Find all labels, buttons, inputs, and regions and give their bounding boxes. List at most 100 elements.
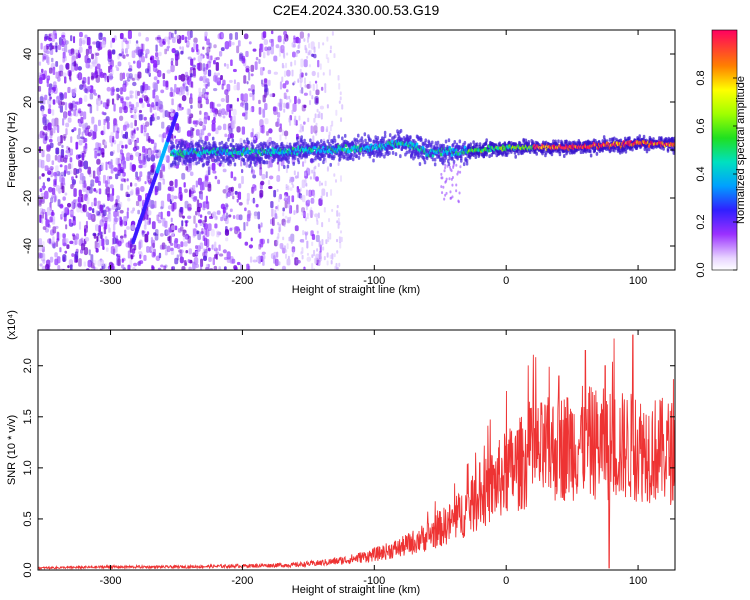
spectrogram-cell	[172, 144, 176, 149]
spectrogram-cell	[589, 149, 592, 154]
spectrogram-cell	[139, 260, 144, 265]
spectrogram-cell	[288, 208, 291, 214]
spectrogram-cell	[153, 248, 156, 257]
spectrogram-cell	[205, 83, 208, 89]
spectrogram-cell	[299, 187, 302, 192]
spectrogram-cell	[211, 244, 214, 250]
spectrogram-cell	[193, 57, 196, 61]
spectrogram-cell	[90, 214, 93, 219]
spectrogram-cell	[258, 99, 261, 105]
spectrogram-cell	[184, 36, 188, 44]
spectrogram-cell	[102, 204, 106, 208]
spectrogram-cell	[98, 32, 103, 41]
spectrogram-cell	[327, 237, 330, 243]
spectrogram-cell	[215, 62, 219, 71]
spectrogram-cell	[171, 32, 174, 38]
spectrogram-cell	[293, 80, 296, 84]
spectrogram-cell	[174, 53, 179, 61]
spectrogram-cell	[317, 72, 320, 78]
spectrogram-cell	[277, 232, 280, 239]
spectrogram-cell	[273, 55, 278, 62]
spectrogram-cell	[110, 136, 113, 141]
spectrogram-cell	[153, 76, 158, 81]
spectrogram-cell	[286, 243, 289, 250]
spectrogram-cell	[104, 74, 108, 80]
spectrogram-cell	[250, 132, 254, 138]
spectrogram-cell	[99, 239, 102, 247]
spectrogram-cell	[339, 241, 342, 249]
spectrogram-cell	[146, 231, 150, 236]
spectrogram-cell	[189, 66, 194, 71]
spectrogram-cell	[177, 228, 182, 233]
spectrogram-cell	[155, 44, 158, 52]
spectrogram-cell	[117, 211, 120, 217]
spectrogram-cell	[69, 240, 74, 245]
spectrogram-cell	[177, 126, 181, 133]
spectrogram-cell	[136, 137, 140, 144]
spectrogram-cell	[156, 79, 160, 84]
spectrogram-cell	[117, 54, 120, 60]
spectrogram-cell	[335, 109, 338, 116]
spectrogram-cell	[105, 161, 108, 171]
spectrogram-cell	[56, 95, 61, 104]
spectrogram-cell	[235, 226, 240, 232]
spectrogram-cell	[331, 140, 335, 145]
spectrogram-cell	[38, 176, 42, 180]
spectrogram-cell	[125, 156, 130, 162]
spectrogram-cell	[61, 47, 66, 52]
spectrogram-cell	[222, 188, 227, 194]
spectrogram-cell	[313, 191, 316, 198]
spectrogram-cell	[333, 53, 336, 59]
spectrogram-cell	[283, 164, 286, 169]
spectrogram-cell	[110, 40, 113, 48]
spectrogram-cell	[78, 139, 83, 146]
spectrogram-cell	[284, 136, 287, 140]
spectrogram-cell	[171, 194, 174, 202]
spectrogram-cell	[41, 185, 47, 189]
spectrogram-cell	[81, 80, 86, 85]
spectrogram-cell	[65, 224, 68, 230]
spectrogram-cell	[270, 45, 275, 55]
spectrogram-cell	[254, 61, 258, 71]
spectrogram-cell	[355, 154, 359, 159]
spectrogram-cell	[46, 78, 49, 88]
spectrogram-cell	[301, 247, 304, 254]
spectrogram-cell	[47, 108, 52, 115]
spectrogram-cell	[42, 116, 47, 126]
spectrogram-cell	[184, 235, 188, 240]
spectrogram-cell	[159, 169, 163, 179]
spectrogram-cell	[212, 257, 215, 266]
spectrogram-cell	[225, 204, 229, 208]
spectrogram-cell	[110, 141, 114, 147]
spectrogram-cell	[283, 92, 287, 99]
spectrogram-cell	[334, 265, 337, 270]
spectrogram-cell	[309, 209, 312, 216]
spectrogram-cell	[57, 199, 61, 207]
spectrogram-cell	[281, 76, 284, 83]
spectrogram-cell	[45, 43, 51, 48]
spectrogram-cell	[50, 197, 54, 204]
spectrogram-cell	[122, 72, 125, 80]
spectrogram-cell	[233, 79, 236, 85]
spectrogram-cell	[82, 76, 87, 84]
spectrogram-cell	[431, 140, 434, 145]
spectrogram-cell	[138, 160, 143, 164]
spectrogram-cell	[153, 142, 157, 148]
spectrogram-cell	[277, 102, 280, 107]
spectrogram-cell	[202, 122, 205, 129]
spectrogram-cell	[204, 31, 208, 37]
spectrogram-cell	[62, 56, 65, 63]
spectrogram-cell	[291, 253, 294, 258]
spectrogram-cell	[324, 88, 327, 93]
spectrogram-cell	[266, 130, 269, 136]
spectrogram-cell	[254, 159, 258, 164]
spectrogram-cell	[221, 83, 224, 90]
spectrogram-cell	[180, 86, 185, 95]
spectrogram-cell	[104, 141, 107, 146]
spectrogram-cell	[284, 200, 288, 209]
spectrogram-cell	[205, 229, 210, 238]
spectrogram-cell	[99, 231, 104, 239]
spectrogram-cell	[289, 115, 293, 121]
spectrogram-cell	[315, 217, 318, 222]
